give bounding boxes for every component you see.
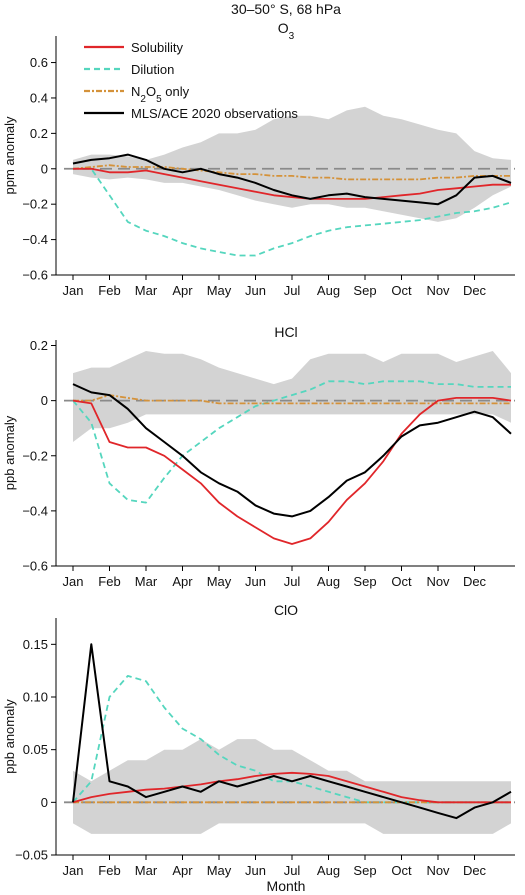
- series-solubility-line: [72, 396, 512, 545]
- x-axis-label: Month: [267, 878, 306, 894]
- x-tick-label: Sep: [353, 863, 376, 878]
- y-tick-label: 0: [41, 161, 48, 176]
- x-tick-label: Dec: [463, 574, 487, 589]
- y-tick-label: −0.2: [22, 448, 48, 463]
- x-tick-label: Aug: [317, 574, 340, 589]
- y-tick-label: 0.10: [23, 690, 48, 705]
- x-tick-label: Apr: [172, 574, 193, 589]
- x-tick-label: Oct: [391, 863, 412, 878]
- series-dilution-line: [73, 167, 512, 257]
- x-tick-label: Jan: [63, 574, 84, 589]
- x-tick-label: Jun: [245, 283, 266, 298]
- y-tick-label: 0.2: [30, 126, 48, 141]
- y-tick-label: 0.15: [23, 637, 48, 652]
- panel-clo: −0.05 0 0.05 0.10 0.15 Jan Feb Mar Apr May Jun Jul A…: [2, 602, 515, 878]
- x-tick-label: May: [207, 574, 232, 589]
- y-tick-label: −0.4: [22, 232, 48, 247]
- legend-label-dilution: Dilution: [131, 62, 174, 77]
- x-tick-label: Feb: [98, 863, 120, 878]
- x-tick-label: Apr: [172, 863, 193, 878]
- y-tick-label: 0: [41, 393, 48, 408]
- panel-hcl: −0.6 −0.4 −0.2 0 0.2 Jan Feb Mar Apr May Jun Jul Aug…: [2, 324, 515, 589]
- x-tick-label: Feb: [98, 574, 120, 589]
- x-tick-label: Aug: [317, 863, 340, 878]
- y-axis-label: ppb anomaly: [2, 415, 17, 490]
- figure-title: 30–50° S, 68 hPa: [231, 1, 341, 17]
- x-tick-label: Jul: [284, 863, 301, 878]
- series-solubility-line: [73, 167, 511, 200]
- x-tick-label: May: [207, 283, 232, 298]
- x-tick-label: Apr: [172, 283, 193, 298]
- x-tick-label: May: [207, 863, 232, 878]
- variability-band: [73, 106, 511, 222]
- y-tick-label: 0.2: [30, 338, 48, 353]
- legend-label-obs: MLS/ACE 2020 observations: [131, 106, 298, 121]
- series-obs-line: [72, 153, 512, 206]
- y-tick-label: −0.2: [22, 197, 48, 212]
- x-tick-label: Jun: [245, 574, 266, 589]
- variability-band: [73, 739, 511, 834]
- x-tick-label: Mar: [135, 574, 158, 589]
- x-tick-label: Sep: [353, 283, 376, 298]
- panel-title: ClO: [274, 602, 298, 618]
- legend-label-n2o5: N2O5 only: [131, 84, 190, 105]
- y-axis-label: ppm anomaly: [2, 116, 17, 195]
- panel-title: HCl: [274, 324, 297, 340]
- y-tick-label: 0.05: [23, 742, 48, 757]
- x-tick-label: Mar: [135, 283, 158, 298]
- x-tick-label: Jun: [245, 863, 266, 878]
- y-tick-label: 0: [41, 795, 48, 810]
- x-tick-label: Feb: [98, 283, 120, 298]
- y-axis-label: ppb anomaly: [2, 699, 17, 774]
- x-tick-label: Sep: [353, 574, 376, 589]
- y-tick-label: −0.05: [15, 848, 48, 863]
- x-tick-label: Nov: [426, 283, 450, 298]
- panel-o3: −0.6 −0.4 −0.2 0 0.2 0.4 0.6 Jan Feb Mar Apr May Jun…: [2, 20, 515, 298]
- x-tick-label: Nov: [426, 863, 450, 878]
- series-n2o5-line: [73, 394, 511, 405]
- y-tick-label: 0.4: [30, 90, 48, 105]
- x-tick-label: Dec: [463, 863, 487, 878]
- y-tick-label: −0.6: [22, 268, 48, 283]
- x-tick-label: Oct: [391, 283, 412, 298]
- x-tick-label: Jul: [284, 574, 301, 589]
- series-obs-line: [72, 383, 512, 518]
- x-tick-label: Aug: [317, 283, 340, 298]
- x-tick-label: Jul: [284, 283, 301, 298]
- x-tick-label: Nov: [426, 574, 450, 589]
- variability-band: [73, 351, 511, 442]
- series-solubility-line: [72, 771, 511, 804]
- legend-label-solubility: Solubility: [131, 40, 184, 55]
- x-tick-label: Jan: [63, 283, 84, 298]
- x-tick-label: Dec: [463, 283, 487, 298]
- x-tick-label: Mar: [135, 863, 158, 878]
- y-tick-label: −0.4: [22, 503, 48, 518]
- series-n2o5-line: [72, 164, 511, 181]
- series-obs-line: [72, 643, 512, 820]
- x-tick-label: Jan: [63, 863, 84, 878]
- panel-title: O3: [278, 20, 295, 42]
- y-tick-label: 0.6: [30, 55, 48, 70]
- y-tick-label: −0.6: [22, 559, 48, 574]
- x-tick-label: Oct: [391, 574, 412, 589]
- series-dilution-line: [72, 380, 511, 504]
